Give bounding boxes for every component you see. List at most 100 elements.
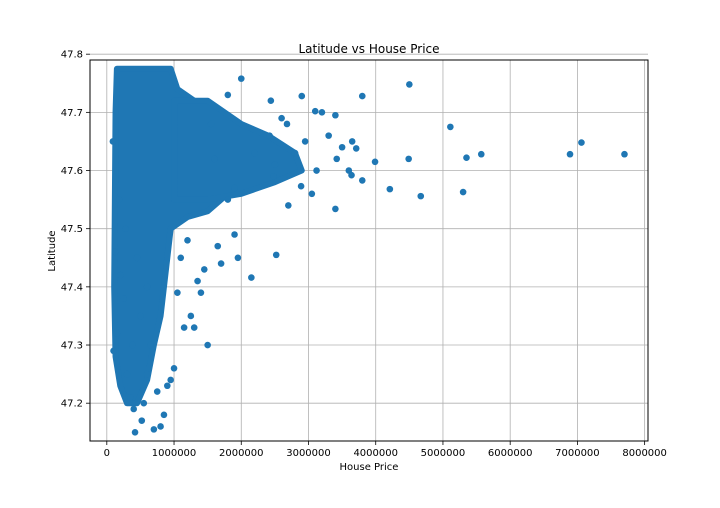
- scatter-point: [231, 184, 238, 192]
- scatter-point: [120, 295, 127, 302]
- x-tick-label: 3000000: [286, 448, 331, 459]
- scatter-point: [406, 81, 413, 88]
- y-tick-label: 47.3: [61, 341, 83, 352]
- scatter-point: [190, 324, 198, 331]
- scatter-point: [345, 167, 353, 174]
- scatter-point: [127, 394, 134, 401]
- plot-area: [109, 65, 628, 436]
- scatter-point: [111, 248, 119, 256]
- scatter-point: [211, 155, 218, 163]
- x-axis-ticks: 0 1000000 2000000 3000000 4000000 5000000 6000…: [104, 441, 667, 459]
- scatter-point: [463, 154, 470, 162]
- scatter-point: [578, 139, 585, 146]
- chart-title: Latitude vs House Price: [298, 42, 439, 56]
- scatter-point: [167, 376, 174, 384]
- x-tick-label: 1000000: [152, 448, 197, 459]
- scatter-point: [271, 161, 279, 169]
- scatter-point: [266, 132, 273, 139]
- scatter-point: [217, 260, 225, 267]
- scatter-point: [405, 155, 412, 163]
- scatter-point: [187, 312, 195, 320]
- data-points: [109, 75, 628, 436]
- scatter-point: [477, 150, 485, 158]
- scatter-point: [621, 150, 628, 158]
- y-axis-ticks: 47.2 47.3 47.4 47.5 47.6 47.7 47.8: [61, 50, 90, 410]
- scatter-point: [150, 426, 158, 433]
- scatter-point: [133, 254, 141, 262]
- scatter-point: [184, 237, 191, 244]
- x-axis-label: House Price: [340, 462, 399, 473]
- scatter-point: [224, 91, 232, 99]
- scatter-point: [113, 330, 121, 337]
- y-axis-label: Latitude: [47, 230, 58, 271]
- x-tick-label: 6000000: [488, 448, 533, 459]
- scatter-point: [204, 341, 211, 349]
- scatter-point: [130, 405, 137, 413]
- scatter-point: [447, 123, 454, 131]
- scatter-point: [566, 150, 574, 158]
- x-tick-label: 7000000: [555, 448, 600, 459]
- scatter-point: [138, 417, 146, 424]
- scatter-point: [338, 143, 346, 151]
- axes-frame: [89, 59, 649, 442]
- scatter-point: [174, 289, 181, 296]
- scatter-point: [200, 266, 208, 273]
- scatter-point: [311, 107, 319, 115]
- scatter-point: [332, 111, 339, 119]
- scatter-point: [301, 138, 309, 145]
- scatter-point: [224, 196, 232, 203]
- scatter-point: [417, 192, 425, 200]
- scatter-point: [358, 92, 366, 100]
- scatter-point: [153, 388, 161, 395]
- scatter-point: [291, 149, 299, 157]
- scatter-point: [298, 92, 306, 100]
- scatter-point: [123, 370, 131, 378]
- y-tick-label: 47.7: [61, 108, 83, 119]
- y-tick-label: 47.5: [61, 224, 83, 235]
- scatter-point: [137, 312, 144, 320]
- scatter-point: [143, 283, 151, 291]
- scatter-point: [177, 254, 185, 262]
- scatter-point: [333, 155, 341, 163]
- scatter-point: [116, 271, 124, 279]
- scatter-point: [140, 399, 148, 407]
- scatter-point: [285, 202, 292, 209]
- scatter-point: [180, 324, 188, 331]
- scatter-point: [267, 97, 275, 105]
- scatter-point: [197, 289, 205, 296]
- scatter-point: [115, 196, 123, 203]
- scatter-point: [318, 109, 326, 116]
- scatter-point: [164, 382, 171, 390]
- scatter-point: [109, 138, 117, 145]
- y-tick-label: 47.6: [61, 166, 83, 177]
- grid-lines: [90, 53, 648, 441]
- scatter-point: [143, 370, 151, 378]
- scatter-point: [248, 274, 255, 281]
- scatter-point: [129, 341, 136, 349]
- scatter-point: [297, 182, 305, 190]
- scatter-point: [308, 190, 316, 198]
- scatter-point: [251, 149, 259, 157]
- scatter-point: [386, 185, 394, 193]
- x-tick-label: 0: [104, 448, 110, 459]
- scatter-point: [352, 145, 360, 152]
- scatter-point: [332, 205, 339, 213]
- scatter-point: [237, 75, 245, 82]
- scatter-point: [160, 411, 168, 419]
- scatter-point: [313, 167, 320, 174]
- scatter-point: [147, 341, 154, 349]
- x-tick-label: 2000000: [219, 448, 264, 459]
- scatter-point: [207, 120, 215, 128]
- dense-core-east: [171, 97, 305, 203]
- scatter-point: [278, 114, 285, 122]
- scatter-point: [283, 120, 291, 128]
- scatter-point: [157, 423, 164, 430]
- scatter-point: [194, 277, 201, 285]
- scatter-point: [231, 231, 238, 238]
- x-tick-label: 4000000: [353, 448, 398, 459]
- scatter-point: [325, 132, 332, 139]
- scatter-point: [270, 173, 277, 180]
- y-tick-label: 47.4: [61, 282, 83, 293]
- y-tick-label: 47.8: [61, 50, 83, 61]
